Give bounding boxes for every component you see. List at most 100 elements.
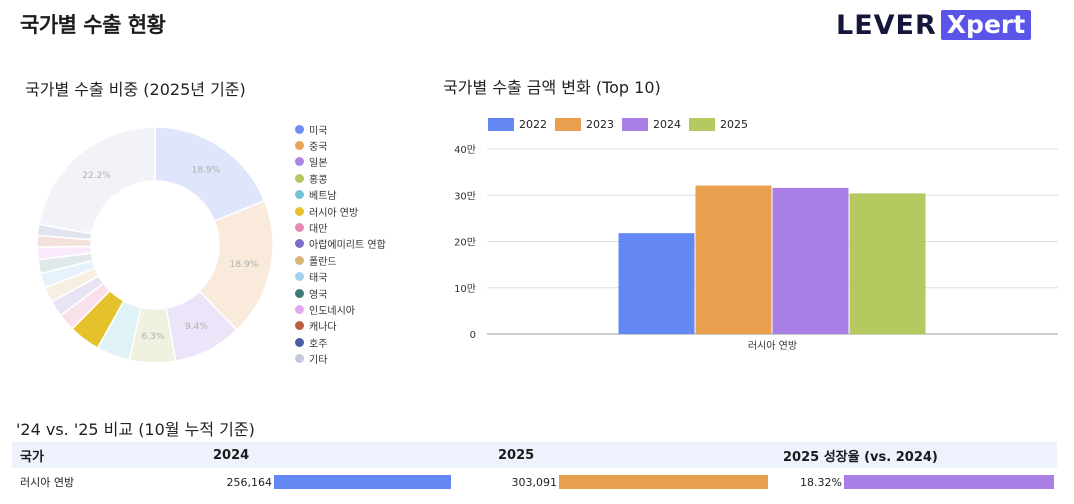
legend-dot [295, 321, 304, 331]
donut-slice-label: 6.3% [142, 332, 165, 342]
y-tick-label: 40만 [454, 144, 476, 156]
table-header: 국가 2024 2025 2025 성장율 (vs. 2024) [12, 442, 1057, 468]
donut-svg: 18.9% 18.9% 9.4% 6.3% 22.2% [36, 126, 274, 364]
legend-dot [295, 124, 304, 134]
legend-swatch [555, 118, 581, 131]
row-country: 러시아 연방 [20, 476, 75, 489]
legend-item[interactable]: 홍콩 [295, 170, 415, 186]
legend-label: 베트남 [309, 191, 337, 203]
donut-slice-label: 18.9% [192, 166, 221, 176]
legend-label: 폴란드 [309, 256, 337, 268]
legend-dot [295, 239, 304, 249]
y-tick-label: 0 [470, 330, 476, 341]
legend-label: 아랍에미리트 연합 [309, 240, 386, 252]
legend-label: 2022 [519, 118, 547, 131]
bar-legend-item[interactable]: 2025 [689, 118, 748, 131]
legend-label: 기타 [309, 355, 328, 367]
pie-chart-title: 국가별 수출 비중 (2025년 기준) [25, 80, 246, 99]
legend-item[interactable]: 인도네시아 [295, 301, 415, 317]
header-country: 국가 [20, 449, 44, 465]
legend-dot [295, 288, 304, 298]
legend-label: 일본 [309, 158, 328, 170]
legend-item[interactable]: 미국 [295, 121, 415, 137]
bar-2022[interactable] [618, 233, 695, 334]
legend-label: 중국 [309, 142, 328, 154]
bar-chart-title: 국가별 수출 금액 변화 (Top 10) [443, 78, 661, 97]
y-tick-label: 30만 [454, 190, 476, 202]
bar-2025[interactable] [849, 193, 926, 334]
legend-dot [295, 157, 304, 167]
legend-swatch [622, 118, 648, 131]
value-growth: 18.32% [800, 475, 842, 489]
cell-2024: 256,164 [212, 475, 497, 489]
legend-item[interactable]: 태국 [295, 269, 415, 285]
legend-dot [295, 190, 304, 200]
cell-growth: 18.32% [782, 475, 1057, 489]
donut-slice-label: 9.4% [185, 322, 208, 332]
brand-logo: LEVER Xpert [836, 9, 1032, 41]
logo-badge: Xpert [940, 10, 1032, 40]
value-2024: 256,164 [226, 475, 273, 489]
legend-label: 영국 [309, 289, 328, 301]
bar-2023[interactable] [695, 185, 772, 334]
legend-label: 홍콩 [309, 174, 328, 186]
legend-label: 러시아 연방 [309, 207, 359, 219]
legend-item[interactable]: 중국 [295, 137, 415, 153]
bar-chart-legend: 2022 2023 2024 2025 [488, 118, 748, 131]
legend-dot [295, 337, 304, 347]
legend-item[interactable]: 호주 [295, 334, 415, 350]
legend-label: 인도네시아 [309, 305, 355, 317]
legend-item[interactable]: 영국 [295, 285, 415, 301]
y-tick-label: 20만 [454, 237, 476, 249]
legend-item[interactable]: 대만 [295, 219, 415, 235]
header-2025: 2025 [498, 447, 535, 463]
legend-item[interactable]: 베트남 [295, 187, 415, 203]
legend-label: 대만 [309, 224, 328, 236]
legend-label: 캐나다 [309, 322, 337, 334]
legend-label: 2023 [586, 118, 614, 131]
legend-dot [295, 223, 304, 233]
x-tick-label: 러시아 연방 [748, 340, 797, 352]
legend-item[interactable]: 기타 [295, 350, 415, 366]
legend-dot [295, 304, 304, 314]
legend-swatch [488, 118, 514, 131]
comparison-table: 국가 2024 2025 2025 성장율 (vs. 2024) 러시아 연방 … [12, 442, 1057, 496]
legend-dot [295, 255, 304, 265]
legend-item[interactable]: 폴란드 [295, 252, 415, 268]
value-2025: 303,091 [511, 475, 558, 489]
bar-legend-item[interactable]: 2023 [555, 118, 614, 131]
legend-label: 태국 [309, 273, 328, 285]
bar-legend-item[interactable]: 2024 [622, 118, 681, 131]
bar-growth [844, 475, 1054, 489]
legend-dot [295, 173, 304, 183]
donut-slice-label: 22.2% [82, 171, 111, 181]
legend-dot [295, 354, 304, 364]
legend-item[interactable]: 아랍에미리트 연합 [295, 236, 415, 252]
header-growth: 2025 성장율 (vs. 2024) [783, 449, 938, 465]
y-tick-label: 10만 [454, 283, 476, 295]
legend-dot [295, 272, 304, 282]
bar-2024[interactable] [772, 187, 849, 334]
legend-dot [295, 206, 304, 216]
legend-dot [295, 141, 304, 151]
logo-text: LEVER [836, 9, 937, 41]
legend-label: 호주 [309, 338, 328, 350]
legend-label: 2025 [720, 118, 748, 131]
legend-item[interactable]: 캐나다 [295, 318, 415, 334]
legend-label: 2024 [653, 118, 681, 131]
page-title: 국가별 수출 현황 [20, 13, 166, 37]
legend-item[interactable]: 일본 [295, 154, 415, 170]
header-2024: 2024 [213, 447, 250, 463]
legend-label: 미국 [309, 125, 328, 137]
bar-legend-item[interactable]: 2022 [488, 118, 547, 131]
legend-item[interactable]: 러시아 연방 [295, 203, 415, 219]
donut-slice-label: 18.9% [230, 260, 259, 270]
compare-title: '24 vs. '25 비교 (10월 누적 기준) [16, 420, 255, 439]
bar-2025 [559, 475, 768, 489]
donut-slice[interactable] [37, 126, 156, 235]
bar-2024 [274, 475, 451, 489]
table-row: 러시아 연방 256,164 303,091 18.32% [12, 468, 1057, 496]
